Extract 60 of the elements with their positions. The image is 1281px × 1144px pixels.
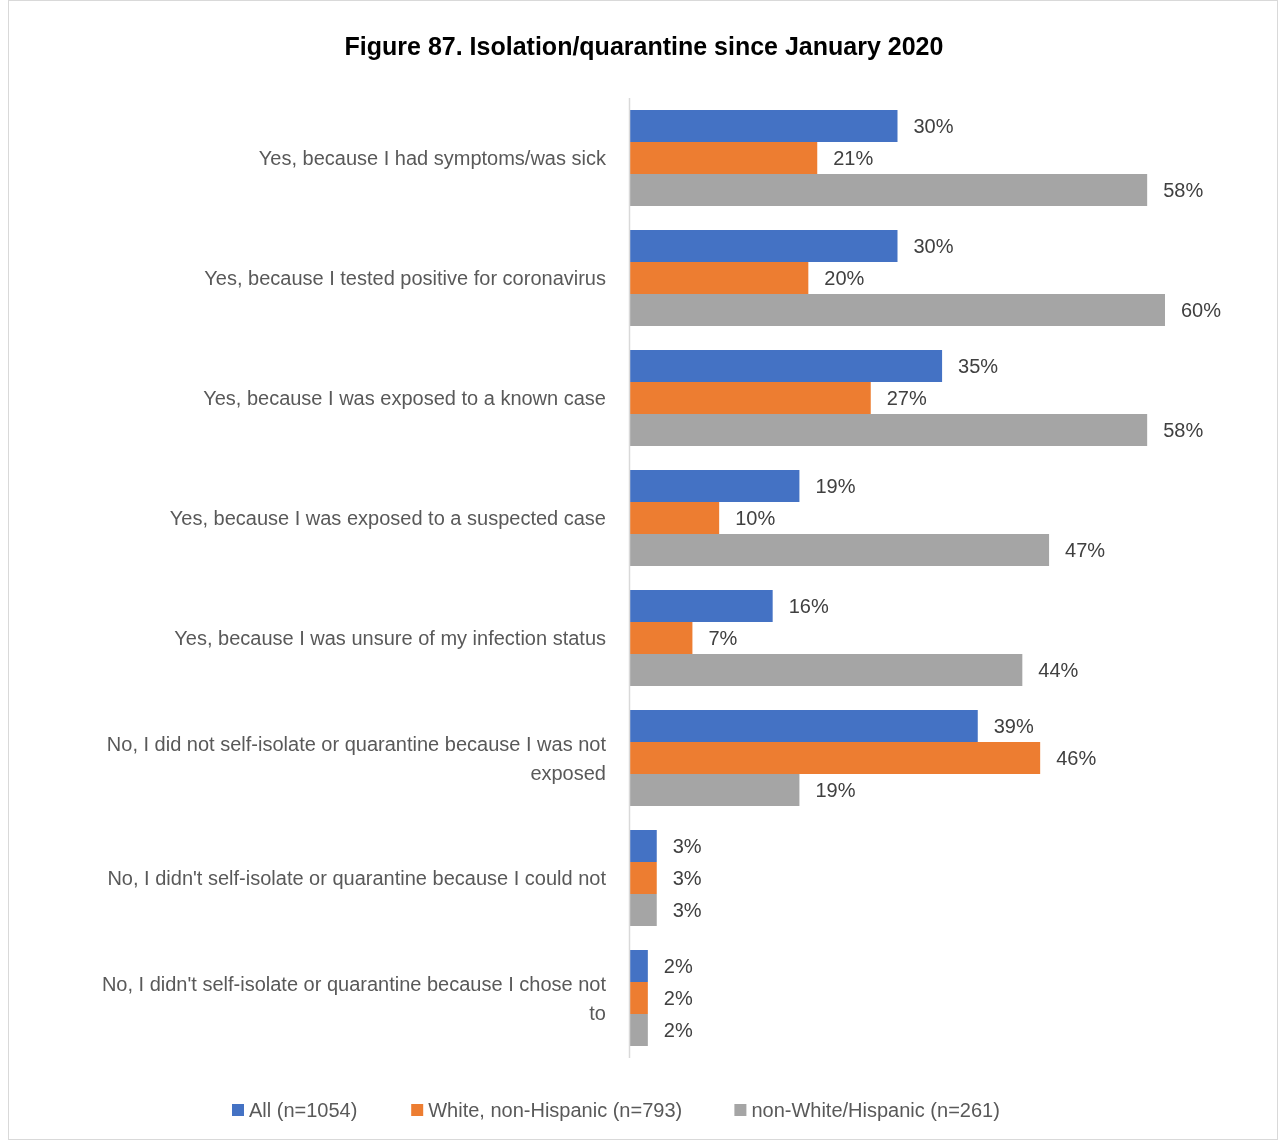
data-label: 58% — [1163, 419, 1204, 441]
data-label: 3% — [672, 899, 702, 921]
legend-label: non-White/Hispanic (n=261) — [751, 1099, 1000, 1121]
y-tick-label: No, I didn't self-isolate or quarantine because I could not — [107, 867, 607, 889]
y-tick-label: Yes, because I tested positive for coronavirus — [204, 267, 606, 289]
bar — [630, 982, 648, 1014]
y-tick-label: Yes, because I was unsure of my infection status — [174, 627, 606, 649]
data-label: 7% — [708, 627, 738, 649]
bar — [630, 142, 818, 174]
data-label: 30% — [913, 115, 954, 137]
data-label: 2% — [663, 987, 693, 1009]
data-label: 46% — [1056, 747, 1097, 769]
data-label: 44% — [1038, 659, 1079, 681]
y-tick-label: Yes, because I had symptoms/was sick — [258, 147, 607, 169]
bar — [630, 502, 720, 534]
data-label: 30% — [913, 235, 954, 257]
y-tick-label: Yes, because I was exposed to a suspected case — [169, 507, 606, 529]
data-label: 3% — [672, 867, 702, 889]
bar — [630, 294, 1165, 326]
data-label: 10% — [735, 507, 776, 529]
bar — [630, 414, 1148, 446]
bar — [630, 894, 657, 926]
y-tick-label: Yes, because I was exposed to a known case — [203, 387, 606, 409]
bar — [630, 382, 871, 414]
data-label: 3% — [672, 835, 702, 857]
bar — [630, 830, 657, 862]
data-label: 20% — [824, 267, 865, 289]
bar — [630, 950, 648, 982]
legend-label: All (n=1054) — [249, 1099, 358, 1121]
data-label: 2% — [663, 955, 693, 977]
data-label: 47% — [1065, 539, 1106, 561]
bar — [630, 654, 1023, 686]
data-label: 21% — [833, 147, 874, 169]
bar — [630, 774, 800, 806]
y-tick-label: No, I didn't self-isolate or quarantine because I chose not to — [101, 972, 607, 1024]
data-label: 2% — [663, 1019, 693, 1041]
data-label: 58% — [1163, 179, 1204, 201]
bar — [630, 174, 1148, 206]
data-label: 19% — [815, 779, 856, 801]
chart-title: Figure 87. Isolation/quarantine since January 2020 — [344, 31, 944, 60]
bar — [630, 862, 657, 894]
data-label: 60% — [1181, 299, 1222, 321]
bar — [630, 110, 898, 142]
bar — [630, 470, 800, 502]
legend-label: White, non-Hispanic (n=793) — [428, 1099, 683, 1121]
bar — [630, 1014, 648, 1046]
data-label: 16% — [788, 595, 829, 617]
data-label: 39% — [993, 715, 1034, 737]
bar — [630, 622, 693, 654]
data-label: 35% — [958, 355, 999, 377]
bar — [630, 350, 943, 382]
bar — [630, 534, 1050, 566]
bar — [630, 230, 898, 262]
bar — [630, 262, 809, 294]
data-label: 27% — [886, 387, 927, 409]
data-label: 19% — [815, 475, 856, 497]
bar — [630, 742, 1041, 774]
y-tick-label: No, I did not self-isolate or quarantine because I was not exposed — [106, 732, 607, 784]
bar — [630, 710, 978, 742]
bar — [630, 590, 773, 622]
